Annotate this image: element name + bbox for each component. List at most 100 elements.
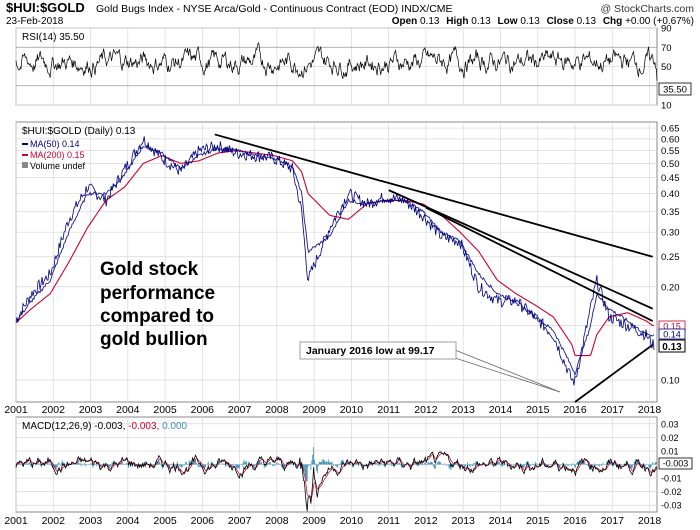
x-tick-label-bottom: 2014 <box>489 515 513 527</box>
last-price-badge: 0.13 <box>662 342 682 353</box>
low-label: Low <box>498 16 518 26</box>
x-tick-label: 2013 <box>452 404 476 416</box>
price-legend: $HUI:$GOLD (Daily) 0.13 <box>22 126 136 137</box>
close-label: Close <box>547 16 575 26</box>
price-tick-label: 0.55 <box>661 146 680 157</box>
rsi-badge: 35.50 <box>663 85 687 96</box>
headline-line-1: Gold stock <box>100 259 199 280</box>
x-tick-label-bottom: 2010 <box>340 515 364 527</box>
price-tick-label: 0.50 <box>661 159 680 170</box>
macd-panel: 0.030.020.010.00-0.01-0.02-0.03 MACD(12,… <box>15 416 693 513</box>
x-tick-label-bottom: 2009 <box>302 515 326 527</box>
ma200-legend: MA(200) 0.15 <box>30 150 85 160</box>
x-tick-label: 2017 <box>601 404 625 416</box>
x-tick-label: 2011 <box>377 404 400 416</box>
callout-pointer-b <box>454 357 561 393</box>
macd-legend-name: MACD(12,26,9) <box>22 421 91 432</box>
rsi-panel: 9070503010 RSI(14) 35.50 35.50 <box>15 24 692 112</box>
low-value: 0.13 <box>520 16 540 26</box>
x-tick-label: 2006 <box>191 404 215 416</box>
trendline <box>388 189 654 310</box>
price-tick-label: 0.10 <box>661 376 680 387</box>
price-tick-label: 0.25 <box>661 252 680 263</box>
x-tick-label-bottom: 2013 <box>452 515 476 527</box>
macd-tick-label: -0.01 <box>661 474 682 484</box>
ohlc-readout: Open 0.13 High 0.13 Low 0.13 Close 0.13 … <box>392 16 694 26</box>
x-tick-label-bottom: 2016 <box>563 515 587 527</box>
price-tick-label: 0.30 <box>661 228 680 239</box>
x-tick-label: 2015 <box>526 404 550 416</box>
macd-tick-label: 0.01 <box>661 446 679 456</box>
rsi-axis: 9070503010 <box>661 24 672 112</box>
price-tick-label: 0.45 <box>661 173 680 184</box>
chg-value: +0.00 (+0.67%) <box>625 16 694 26</box>
ma50-badge: 0.14 <box>663 330 681 340</box>
trendline <box>574 344 654 403</box>
symbol-title: $HUI:$GOLD <box>6 0 85 15</box>
x-tick-label: 2001 <box>4 404 28 416</box>
x-tick-label-bottom: 2018 <box>638 515 662 527</box>
x-axis: 2001 2002 2003 2004 2005 2006 2007 2008 2009 2010… <box>4 404 661 416</box>
open-label: Open <box>392 16 418 26</box>
macd-line <box>15 451 658 512</box>
x-tick-label: 2010 <box>340 404 364 416</box>
close-value: 0.13 <box>577 16 597 26</box>
chart-date: 23-Feb-2018 <box>6 16 64 26</box>
x-tick-label-bottom: 2012 <box>414 515 438 527</box>
x-tick-label-bottom: 2011 <box>377 515 400 527</box>
rsi-tick-label: 70 <box>661 43 672 54</box>
x-tick-label-bottom: 2004 <box>116 515 140 527</box>
macd-tick-label: -0.03 <box>661 501 682 511</box>
x-tick-label: 2014 <box>489 404 513 416</box>
x-tick-label-bottom: 2006 <box>191 515 215 527</box>
callout-text: January 2016 low at 99.17 <box>306 345 435 357</box>
x-tick-label: 2012 <box>414 404 438 416</box>
callout-box <box>299 341 457 360</box>
rsi-grid <box>15 27 657 106</box>
headline-line-4: gold bullion <box>100 329 208 350</box>
symbol-description: Gold Bugs Index - NYSE Arca/Gold - Conti… <box>96 3 453 15</box>
macd-legend-macd: -0.003, <box>94 421 125 432</box>
x-tick-label: 2005 <box>153 404 177 416</box>
trendline <box>425 206 654 322</box>
x-tick-label: 2003 <box>79 404 103 416</box>
ma200-line <box>15 150 654 357</box>
x-tick-label-bottom: 2017 <box>601 515 625 527</box>
macd-badge-box <box>658 457 693 470</box>
macd-legend: MACD(12,26,9) -0.003, -0.003, 0.000 <box>22 421 188 432</box>
price-panel: 0.650.600.55 0.50 0.45 0.40 0.35 0.30 0.25 0.20… <box>15 121 686 403</box>
watermark: @ StockCharts.com <box>600 3 694 15</box>
ma50-legend: MA(50) 0.14 <box>30 139 80 149</box>
open-value: 0.13 <box>420 16 440 26</box>
high-value: 0.13 <box>471 16 491 26</box>
rsi-tick-label: 50 <box>661 62 672 73</box>
price-tick-label: 0.20 <box>661 282 680 293</box>
rsi-legend: RSI(14) 35.50 <box>22 32 85 43</box>
headline-line-3: compared to <box>100 306 214 327</box>
rsi-tick-label: 90 <box>661 24 672 35</box>
macd-tick-label: 0.03 <box>661 419 679 429</box>
callout-pointer-a <box>454 349 561 393</box>
x-axis-bottom: 2001 2002 2003 2004 2005 2006 2007 2008 2009 2010… <box>4 515 661 527</box>
price-line <box>15 136 655 386</box>
x-tick-label: 2018 <box>638 404 662 416</box>
x-tick-label-bottom: 2002 <box>42 515 66 527</box>
x-tick-label: 2009 <box>302 404 326 416</box>
rsi-badge-box <box>658 82 692 96</box>
x-tick-label: 2008 <box>265 404 289 416</box>
chg-label: Chg <box>603 16 622 26</box>
x-tick-label: 2004 <box>116 404 140 416</box>
ma50-line <box>15 145 655 377</box>
rsi-line <box>15 42 658 81</box>
volume-legend-swatch <box>22 162 28 168</box>
price-tick-label: 0.60 <box>661 134 680 145</box>
price-tick-label: 0.35 <box>661 207 680 218</box>
x-tick-label-bottom: 2008 <box>265 515 289 527</box>
macd-grid <box>15 417 657 512</box>
rsi-tick-label: 10 <box>661 101 672 112</box>
volume-legend: Volume undef <box>30 161 86 171</box>
x-tick-label: 2007 <box>228 404 252 416</box>
trendlines <box>214 133 654 403</box>
